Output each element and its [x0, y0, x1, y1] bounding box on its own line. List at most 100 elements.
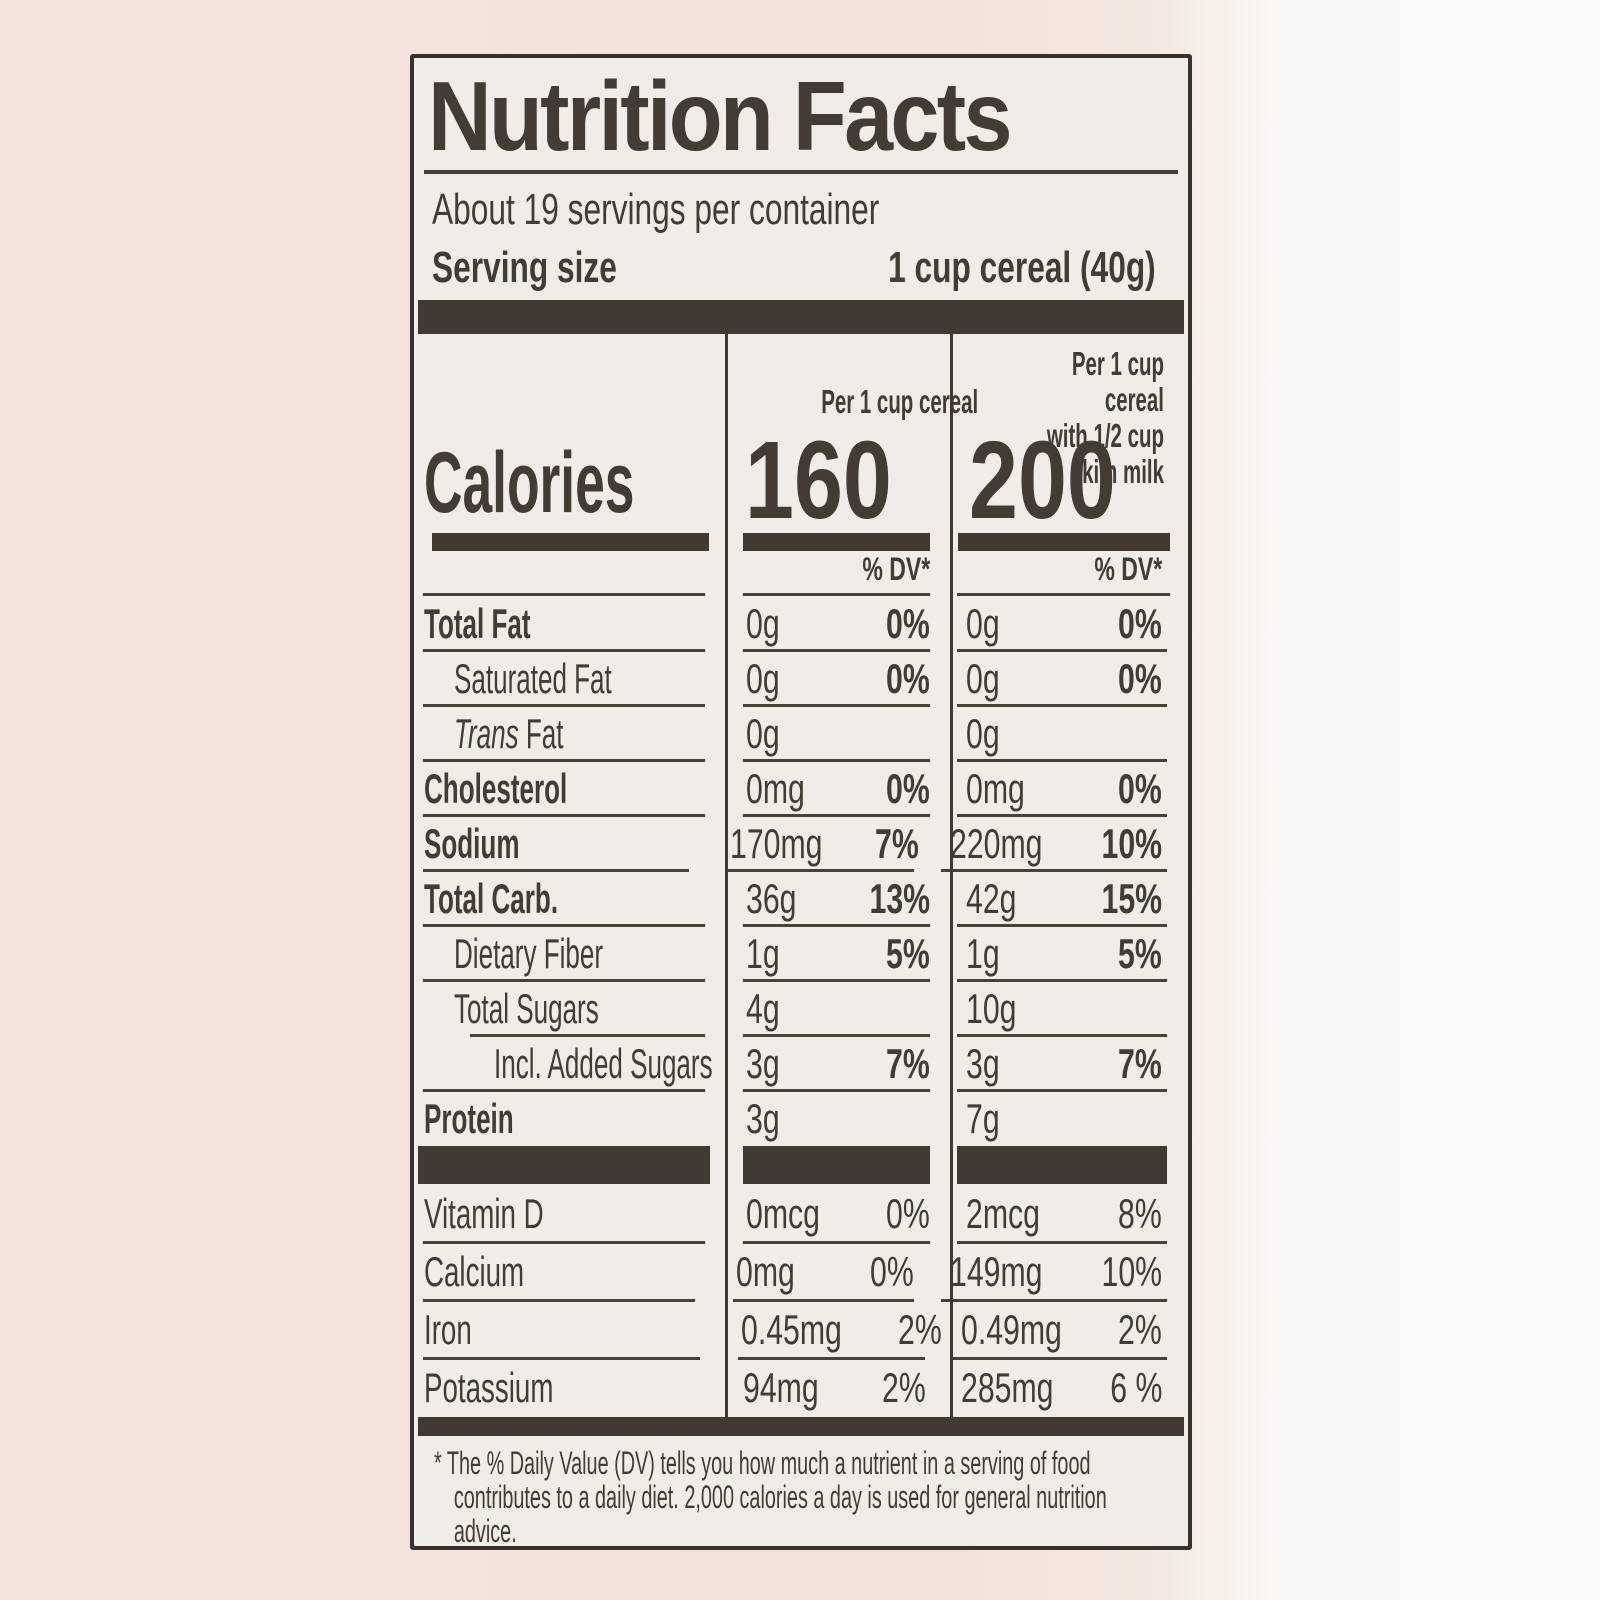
row-rule: [423, 924, 705, 927]
amount-cereal: 1g: [746, 929, 780, 977]
amount-milk: 285mg: [961, 1364, 1054, 1411]
amount-milk: 42g: [966, 874, 1017, 922]
section-bar-cell: [950, 1146, 1188, 1185]
row-potassium: Potassium 94mg 2% 285mg 6 %: [414, 1359, 1188, 1417]
title-rule: [424, 170, 1178, 174]
amount-milk: 149mg: [949, 1248, 1042, 1295]
milk-value-cell: 0g 0%: [950, 651, 1188, 707]
cereal-value-cell: 94mg 2%: [725, 1359, 945, 1417]
section-bar-cell: [414, 1146, 728, 1185]
milk-value-cell: 7g: [950, 1091, 1188, 1146]
amount-milk: 1g: [966, 929, 1000, 977]
dv-milk: 2%: [1118, 1306, 1162, 1353]
servings-per-container-row: About 19 servings per container: [432, 186, 1188, 234]
nutrient-name: Calcium: [424, 1248, 525, 1295]
serving-size-row: Serving size 1 cup cereal (40g): [432, 244, 1156, 292]
row-rule: [957, 979, 1167, 982]
amount-cereal: 0.45mg: [741, 1306, 843, 1353]
daily-value-footnote: * The % Daily Value (DV) tells you how m…: [434, 1445, 1107, 1549]
row-rule: [952, 1357, 1167, 1360]
section-bar: [957, 1146, 1167, 1184]
nutrient-name: Incl. Added Sugars: [494, 1039, 713, 1087]
calories-heading: Calories: [424, 435, 635, 531]
dv-milk: 0%: [1118, 654, 1162, 702]
amount-milk: 0g: [966, 709, 1000, 757]
serving-size-value: 1 cup cereal (40g): [888, 243, 1156, 292]
amount-cereal: 0mg: [746, 764, 805, 812]
row-rule: [957, 704, 1167, 707]
dv-cereal: 13%: [869, 874, 930, 922]
milk-value-cell: 0g: [950, 706, 1188, 762]
amount-milk: 0.49mg: [961, 1306, 1063, 1353]
nutrient-name-cell: Total Sugars: [414, 981, 728, 1037]
serving-size-label: Serving size: [432, 243, 617, 292]
row-protein: Protein 3g 7g: [414, 1091, 1188, 1146]
row-rule: [940, 1299, 1167, 1302]
dv-milk: 0%: [1118, 599, 1162, 647]
amount-cereal: 0g: [746, 654, 780, 702]
amount-milk: 0g: [966, 599, 1000, 647]
nutrient-name-cell: Dietary Fiber: [414, 926, 728, 982]
row-sodium: Sodium 170mg 7% 220mg 10%: [414, 816, 1188, 872]
row-dietary-fiber: Dietary Fiber 1g 5% 1g 5%: [414, 926, 1188, 982]
row-rule: [423, 814, 705, 817]
row-added-sugars: Incl. Added Sugars 3g 7% 3g 7%: [414, 1036, 1188, 1092]
dv-cereal: 0%: [886, 1190, 930, 1237]
row-rule: [957, 1034, 1167, 1037]
row-saturated-fat: Saturated Fat 0g 0% 0g 0%: [414, 651, 1188, 707]
fat-regular: Fat: [518, 709, 564, 757]
row-cholesterol: Cholesterol 0mg 0% 0mg 0%: [414, 761, 1188, 817]
cereal-value-cell: 0mcg 0%: [728, 1185, 950, 1244]
row-iron: Iron 0.45mg 2% 0.49mg 2%: [414, 1301, 1188, 1360]
section-bar-row: [414, 1146, 1188, 1185]
row-rule: [743, 704, 930, 707]
calories-value-cereal: 160: [744, 419, 892, 542]
nutrient-name: Saturated Fat: [454, 654, 612, 702]
cereal-value-cell: 3g: [728, 1091, 950, 1146]
calories-underline-bar-with-milk: [958, 533, 1170, 551]
cereal-value-cell: 0mg 0%: [728, 761, 950, 817]
row-rule: [743, 924, 930, 927]
dv-milk: 5%: [1118, 929, 1162, 977]
amount-milk: 2mcg: [966, 1190, 1040, 1237]
dv-cereal: 7%: [886, 1039, 930, 1087]
header-rule: [423, 593, 705, 596]
row-rule: [743, 1034, 930, 1037]
footnote-row: * The % Daily Value (DV) tells you how m…: [434, 1445, 1188, 1549]
row-rule: [423, 1357, 701, 1360]
column-divider-2: [950, 334, 953, 1417]
nutrient-name: Total Sugars: [454, 984, 599, 1032]
milk-value-cell: 149mg 10%: [934, 1243, 1188, 1302]
row-rule: [726, 869, 914, 872]
nutrient-name: Dietary Fiber: [454, 929, 604, 977]
label-title-row: Nutrition Facts: [428, 67, 1188, 165]
row-rule: [957, 649, 1167, 652]
dv-header-cereal: % DV*: [862, 551, 930, 587]
amount-cereal: 3g: [746, 1094, 780, 1142]
calories-underline-bar-cereal: [743, 533, 930, 551]
milk-value-cell: 285mg 6 %: [945, 1359, 1188, 1417]
dv-header-with-milk: % DV*: [1094, 551, 1162, 587]
dv-cereal: 0%: [886, 764, 930, 812]
servings-per-container-text: About 19 servings per container: [432, 185, 880, 234]
milk-value-cell: 3g 7%: [950, 1036, 1188, 1092]
nutrient-name-cell: Trans Fat: [414, 706, 728, 762]
row-rule: [940, 869, 1167, 872]
row-rule: [423, 759, 705, 762]
dv-milk: 10%: [1101, 1248, 1162, 1295]
milk-value-cell: 1g 5%: [950, 926, 1188, 982]
row-rule: [957, 924, 1167, 927]
amount-cereal: 4g: [746, 984, 780, 1032]
nutrient-name: Total Fat: [424, 599, 531, 647]
section-bar: [418, 1146, 710, 1184]
amount-milk: 220mg: [949, 819, 1042, 867]
nutrient-name: Cholesterol: [424, 764, 568, 812]
row-rule: [957, 1241, 1167, 1244]
row-rule: [743, 759, 930, 762]
cereal-value-cell: 0.45mg 2%: [723, 1301, 945, 1360]
nutrient-name-cell: Calcium: [414, 1243, 718, 1302]
nutrient-name: Vitamin D: [424, 1190, 544, 1237]
nutrient-name-cell: Cholesterol: [414, 761, 728, 817]
milk-value-cell: 0mg 0%: [950, 761, 1188, 817]
